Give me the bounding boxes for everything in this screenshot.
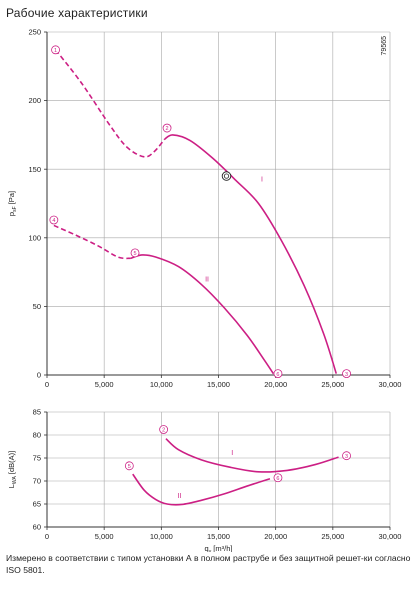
x-tick-label: 25,000 xyxy=(321,532,344,541)
point-marker-number: 3 xyxy=(345,454,348,460)
y-axis-label: LWA [dB(A)] xyxy=(7,451,18,488)
point-marker-circle xyxy=(273,473,283,483)
point-marker-circle xyxy=(159,425,169,434)
curve-I-solid xyxy=(164,134,338,374)
x-tick-label: 30,000 xyxy=(379,380,402,389)
x-tick-label: 20,000 xyxy=(264,380,287,389)
page-title: Рабочие характеристики xyxy=(6,6,148,20)
x-tick-label: 15,000 xyxy=(207,380,230,389)
operating-point-outer xyxy=(221,171,232,181)
curve-label: I xyxy=(261,177,263,184)
point-marker-circle xyxy=(51,45,60,55)
point-marker-circle xyxy=(130,248,140,258)
x-tick-label: 0 xyxy=(45,380,49,389)
y-tick-label: 70 xyxy=(33,477,41,486)
y-tick-label: 250 xyxy=(28,28,41,37)
y-tick-label: 60 xyxy=(33,523,41,532)
x-tick-label: 25,000 xyxy=(321,380,344,389)
y-tick-label: 100 xyxy=(28,233,41,242)
x-tick-label: 5,000 xyxy=(95,532,114,541)
x-tick-label: 5,000 xyxy=(95,380,114,389)
y-tick-label: 75 xyxy=(33,454,41,463)
noise-chart: 0 5,000 10,000 15,000 20,000 25,000 30,0006065… xyxy=(7,408,402,552)
point-marker-circle xyxy=(342,451,351,461)
y-tick-label: 65 xyxy=(33,500,41,509)
y-tick-label: 50 xyxy=(33,302,41,311)
x-tick-label: 20,000 xyxy=(264,532,287,541)
point-marker-number: 6 xyxy=(276,476,279,482)
operating-point-inner xyxy=(223,173,230,179)
x-tick-label: 10,000 xyxy=(150,380,173,389)
pressure-chart: 0 5,000 10,000 15,000 20,000 25,000 30,000 0 50 1… xyxy=(7,28,402,389)
chart-code: 79565 xyxy=(381,36,388,56)
curve-I-dashed xyxy=(54,49,166,158)
point-marker-number: 4 xyxy=(52,218,55,224)
x-axis-label: qv [m³/h] xyxy=(205,544,233,552)
point-marker-number: 2 xyxy=(162,428,165,434)
point-marker-circle xyxy=(49,215,59,225)
point-marker-number: 3 xyxy=(345,372,348,378)
x-tick-label: 0 xyxy=(45,532,49,541)
x-tick-label: 30,000 xyxy=(379,532,402,541)
y-tick-label: 80 xyxy=(33,431,41,440)
y-tick-label: 200 xyxy=(28,96,41,105)
y-tick-label: 150 xyxy=(28,165,41,174)
y-axis-label: psF [Pa] xyxy=(7,191,18,216)
curve-II-solid xyxy=(132,473,271,506)
point-marker-circle xyxy=(124,461,134,471)
point-marker-circle xyxy=(162,123,172,133)
point-marker-number: 1 xyxy=(54,48,57,54)
point-marker-number: 5 xyxy=(128,464,131,470)
curve-II-dashed xyxy=(53,224,131,260)
curve-label: II xyxy=(205,277,209,284)
point-marker-number: 6 xyxy=(276,372,279,378)
point-marker-circle xyxy=(273,369,283,379)
point-marker-number: 5 xyxy=(134,251,137,257)
y-tick-label: 0 xyxy=(37,371,41,380)
curve-I-solid xyxy=(165,438,339,473)
curve-label: I xyxy=(231,450,233,457)
x-tick-label: 15,000 xyxy=(207,532,230,541)
y-tick-label: 85 xyxy=(33,408,41,417)
x-tick-label: 10,000 xyxy=(150,532,173,541)
point-marker-number: 2 xyxy=(166,126,169,132)
curve-label: II xyxy=(178,493,182,500)
curve-II-solid xyxy=(130,254,275,375)
point-marker-circle xyxy=(342,369,351,379)
footnote: Измерено в соответствии с типом установк… xyxy=(6,553,411,575)
